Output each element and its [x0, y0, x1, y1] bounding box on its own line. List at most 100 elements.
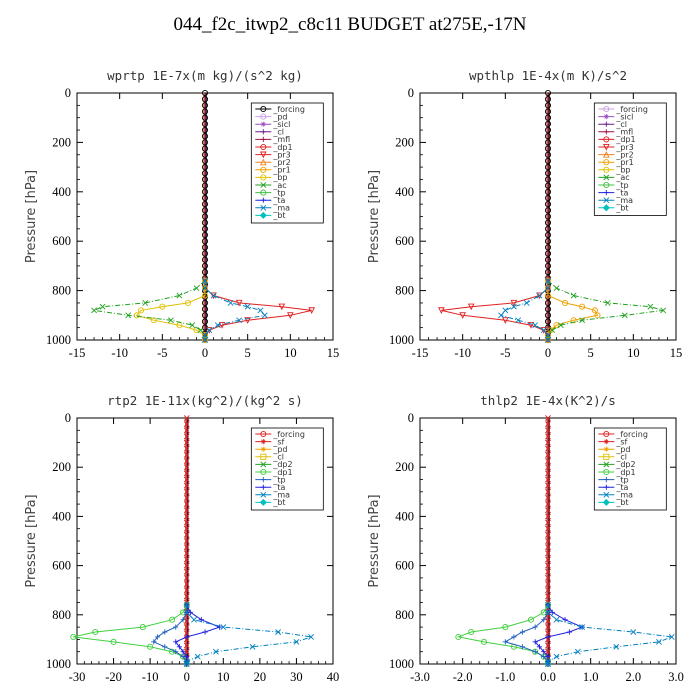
data-point [438, 307, 445, 314]
zero-profile-marker [544, 151, 552, 158]
data-point [180, 617, 186, 623]
zero-profile-marker [544, 250, 552, 257]
zero-profile-marker [183, 482, 190, 489]
legend-marker [259, 498, 267, 506]
x-tick-label: 0 [545, 346, 551, 360]
data-point [70, 633, 77, 640]
zero-profile-marker [183, 574, 190, 581]
zero-profile-marker [201, 269, 209, 276]
legend-marker [603, 181, 610, 189]
data-point [180, 649, 186, 655]
y-axis-label: Pressure [hPa] [367, 494, 382, 587]
legend-label: _bp [272, 173, 287, 182]
panel-title: wprtp 1E-7x(m kg)/(s^2 kg) [107, 68, 303, 83]
legend-label: _ma [615, 491, 633, 500]
x-tick-label: -10 [454, 346, 471, 360]
legend-label: _sf [615, 437, 627, 446]
y-tick-label: 0 [408, 411, 414, 425]
data-point [167, 317, 174, 324]
zero-profile-marker [544, 108, 552, 115]
data-point [544, 292, 552, 299]
legend-marker [260, 113, 267, 120]
data-point [656, 638, 662, 645]
zero-profile-marker [544, 306, 552, 313]
legend-label: _sf [272, 437, 284, 446]
data-point [125, 312, 132, 319]
y-tick-label: 400 [395, 509, 414, 523]
legend-marker [260, 105, 267, 113]
zero-profile-marker [545, 642, 551, 649]
series-line [135, 280, 206, 340]
data-point [189, 322, 196, 329]
legend-label: _pd [272, 445, 287, 454]
legend-label: _forcing [615, 105, 648, 114]
legend-marker [603, 159, 610, 166]
zero-profile-marker [544, 231, 552, 239]
legend-marker [603, 439, 609, 445]
data-point [194, 653, 201, 660]
x-tick-label: -3.0 [410, 670, 430, 684]
zero-profile-marker [201, 312, 209, 319]
zero-profile-marker [544, 262, 552, 269]
legend-marker [602, 150, 610, 158]
data-point [570, 292, 577, 299]
y-axis-label: Pressure [hPa] [24, 494, 39, 587]
zero-profile-marker [183, 464, 190, 471]
data-point [545, 337, 551, 343]
zero-profile-marker [545, 587, 551, 594]
chart-panel: rtp2 1E-11x(kg^2)/(kg^2 s) Pressure [hPa]… [24, 393, 339, 684]
x-tick-label: -5 [500, 346, 510, 360]
data-point [536, 292, 543, 300]
zero-profile-marker [183, 501, 190, 508]
data-point [459, 312, 466, 319]
y-tick-label: 600 [52, 559, 71, 573]
zero-profile-marker [544, 244, 552, 251]
zero-profile-marker [544, 145, 552, 152]
panel-title: wpthlp 1E-4x(m K)/s^2 [469, 68, 627, 83]
x-tick-label: 0.0 [540, 670, 556, 684]
legend-marker [603, 484, 609, 490]
legend-label: _mfl [615, 128, 633, 137]
series-line [547, 605, 672, 664]
x-tick-label: 10 [217, 670, 230, 684]
data-point [110, 638, 117, 645]
data-point [293, 638, 300, 645]
legend-label: _dp2 [272, 460, 292, 469]
zero-profile-marker [544, 207, 552, 214]
legend-marker [603, 166, 610, 173]
zero-profile-marker [183, 593, 190, 600]
legend-marker [260, 204, 267, 211]
data-point [549, 609, 555, 615]
zero-profile-marker [545, 427, 551, 434]
zero-profile-marker [183, 544, 190, 551]
zero-profile-marker [544, 269, 552, 276]
data-point [553, 653, 560, 660]
data-point [519, 629, 525, 635]
zero-profile-marker [201, 256, 209, 263]
zero-profile-marker [201, 213, 209, 220]
data-point [545, 277, 551, 284]
legend-marker [260, 468, 267, 476]
data-point [502, 624, 509, 631]
panel-title: thlp2 1E-4x(K^2)/s [480, 393, 615, 408]
chart-panel: thlp2 1E-4x(K^2)/s Pressure [hPa] -3.0 -2.0… [367, 393, 684, 684]
zero-profile-marker [183, 433, 190, 440]
data-point [142, 300, 149, 306]
zero-profile-marker [545, 525, 551, 532]
data-point [532, 322, 539, 329]
series-line [186, 605, 312, 664]
zero-profile-marker [544, 127, 552, 134]
y-axis-label: Pressure [hPa] [24, 170, 39, 263]
data-point [660, 307, 667, 314]
zero-profile-marker [183, 451, 190, 458]
zero-profile-marker [545, 513, 551, 520]
data-point [468, 628, 475, 636]
data-point [214, 322, 221, 329]
data-point [278, 303, 286, 311]
legend-marker [260, 189, 267, 196]
x-tick-label: 2.0 [626, 670, 642, 684]
legend-marker [603, 468, 610, 476]
zero-profile-marker [183, 538, 190, 544]
legend-label: _ac [272, 181, 286, 190]
data-point [527, 616, 534, 623]
